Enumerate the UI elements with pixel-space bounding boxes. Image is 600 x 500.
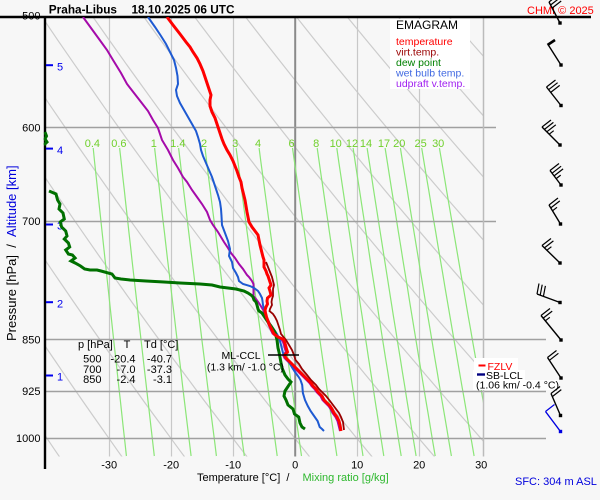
svg-text:1: 1 xyxy=(151,138,157,150)
svg-text:18.10.2025 06 UTC: 18.10.2025 06 UTC xyxy=(132,3,235,17)
svg-text:6: 6 xyxy=(289,138,295,150)
svg-text:temperature: temperature xyxy=(396,36,453,48)
svg-text:ML-CCL: ML-CCL xyxy=(221,350,260,362)
svg-text:Temperature [°C] /: Temperature [°C] / xyxy=(197,472,290,484)
svg-text:(1.06 km/ -0.4 °C): (1.06 km/ -0.4 °C) xyxy=(476,380,559,392)
svg-text:Mixing ratio [g/kg]: Mixing ratio [g/kg] xyxy=(303,472,389,484)
svg-text:-40.7: -40.7 xyxy=(147,354,172,366)
svg-text:wet bulb temp.: wet bulb temp. xyxy=(395,68,464,80)
svg-text:25: 25 xyxy=(414,138,426,150)
svg-text:5: 5 xyxy=(57,61,63,73)
svg-text:0.6: 0.6 xyxy=(111,138,126,150)
svg-text:p [hPa]: p [hPa] xyxy=(78,339,113,351)
svg-text:1.4: 1.4 xyxy=(170,138,185,150)
svg-text:-10: -10 xyxy=(225,460,241,472)
svg-text:850: 850 xyxy=(22,334,40,346)
svg-text:T: T xyxy=(124,339,131,351)
svg-text:4: 4 xyxy=(57,145,63,157)
svg-text:700: 700 xyxy=(22,216,40,228)
svg-text:SFC: 304 m ASL: SFC: 304 m ASL xyxy=(515,476,597,488)
svg-text:2: 2 xyxy=(201,138,207,150)
svg-text:Td [°C]: Td [°C] xyxy=(144,339,178,351)
svg-text:4: 4 xyxy=(255,138,261,150)
svg-text:2: 2 xyxy=(57,298,63,310)
svg-text:500: 500 xyxy=(22,11,40,23)
svg-text:700: 700 xyxy=(83,364,101,376)
svg-text:20: 20 xyxy=(413,460,425,472)
svg-text:3: 3 xyxy=(232,138,238,150)
svg-text:EMAGRAM: EMAGRAM xyxy=(396,18,458,32)
svg-text:-20.4: -20.4 xyxy=(110,354,135,366)
svg-text:10: 10 xyxy=(351,460,363,472)
svg-text:925: 925 xyxy=(22,386,40,398)
svg-text:Praha-Libus: Praha-Libus xyxy=(49,3,118,17)
svg-text:850: 850 xyxy=(83,374,101,386)
svg-text:0.4: 0.4 xyxy=(85,138,100,150)
svg-text:1: 1 xyxy=(57,372,63,384)
svg-text:-30: -30 xyxy=(101,460,117,472)
svg-text:SB-LCL: SB-LCL xyxy=(486,370,523,382)
svg-text:-37.3: -37.3 xyxy=(147,364,172,376)
svg-text:1000: 1000 xyxy=(16,433,40,445)
svg-text:30: 30 xyxy=(475,460,487,472)
svg-text:10: 10 xyxy=(330,138,342,150)
svg-text:600: 600 xyxy=(22,122,40,134)
svg-text:500: 500 xyxy=(83,354,101,366)
svg-text:-7.0: -7.0 xyxy=(117,364,136,376)
svg-text:30: 30 xyxy=(432,138,444,150)
svg-text:-3.1: -3.1 xyxy=(153,374,172,386)
svg-text:dew point: dew point xyxy=(396,57,441,69)
svg-text:udpraft v.temp.: udpraft v.temp. xyxy=(396,78,465,90)
svg-text:Pressure [hPa] / Altitude [k: Pressure [hPa] / Altitude [km] xyxy=(4,165,19,341)
svg-text:-20: -20 xyxy=(163,460,179,472)
svg-text:(1.3 km/ -1.0 °C): (1.3 km/ -1.0 °C) xyxy=(207,362,284,374)
svg-text:20: 20 xyxy=(393,138,405,150)
svg-text:12: 12 xyxy=(346,138,358,150)
svg-text:0: 0 xyxy=(292,460,298,472)
svg-text:CHMI © 2025: CHMI © 2025 xyxy=(527,5,594,17)
svg-text:virt.temp.: virt.temp. xyxy=(396,47,439,59)
svg-text:-2.4: -2.4 xyxy=(117,374,136,386)
svg-text:14: 14 xyxy=(360,138,372,150)
svg-text:8: 8 xyxy=(313,138,319,150)
svg-text:17: 17 xyxy=(378,138,390,150)
